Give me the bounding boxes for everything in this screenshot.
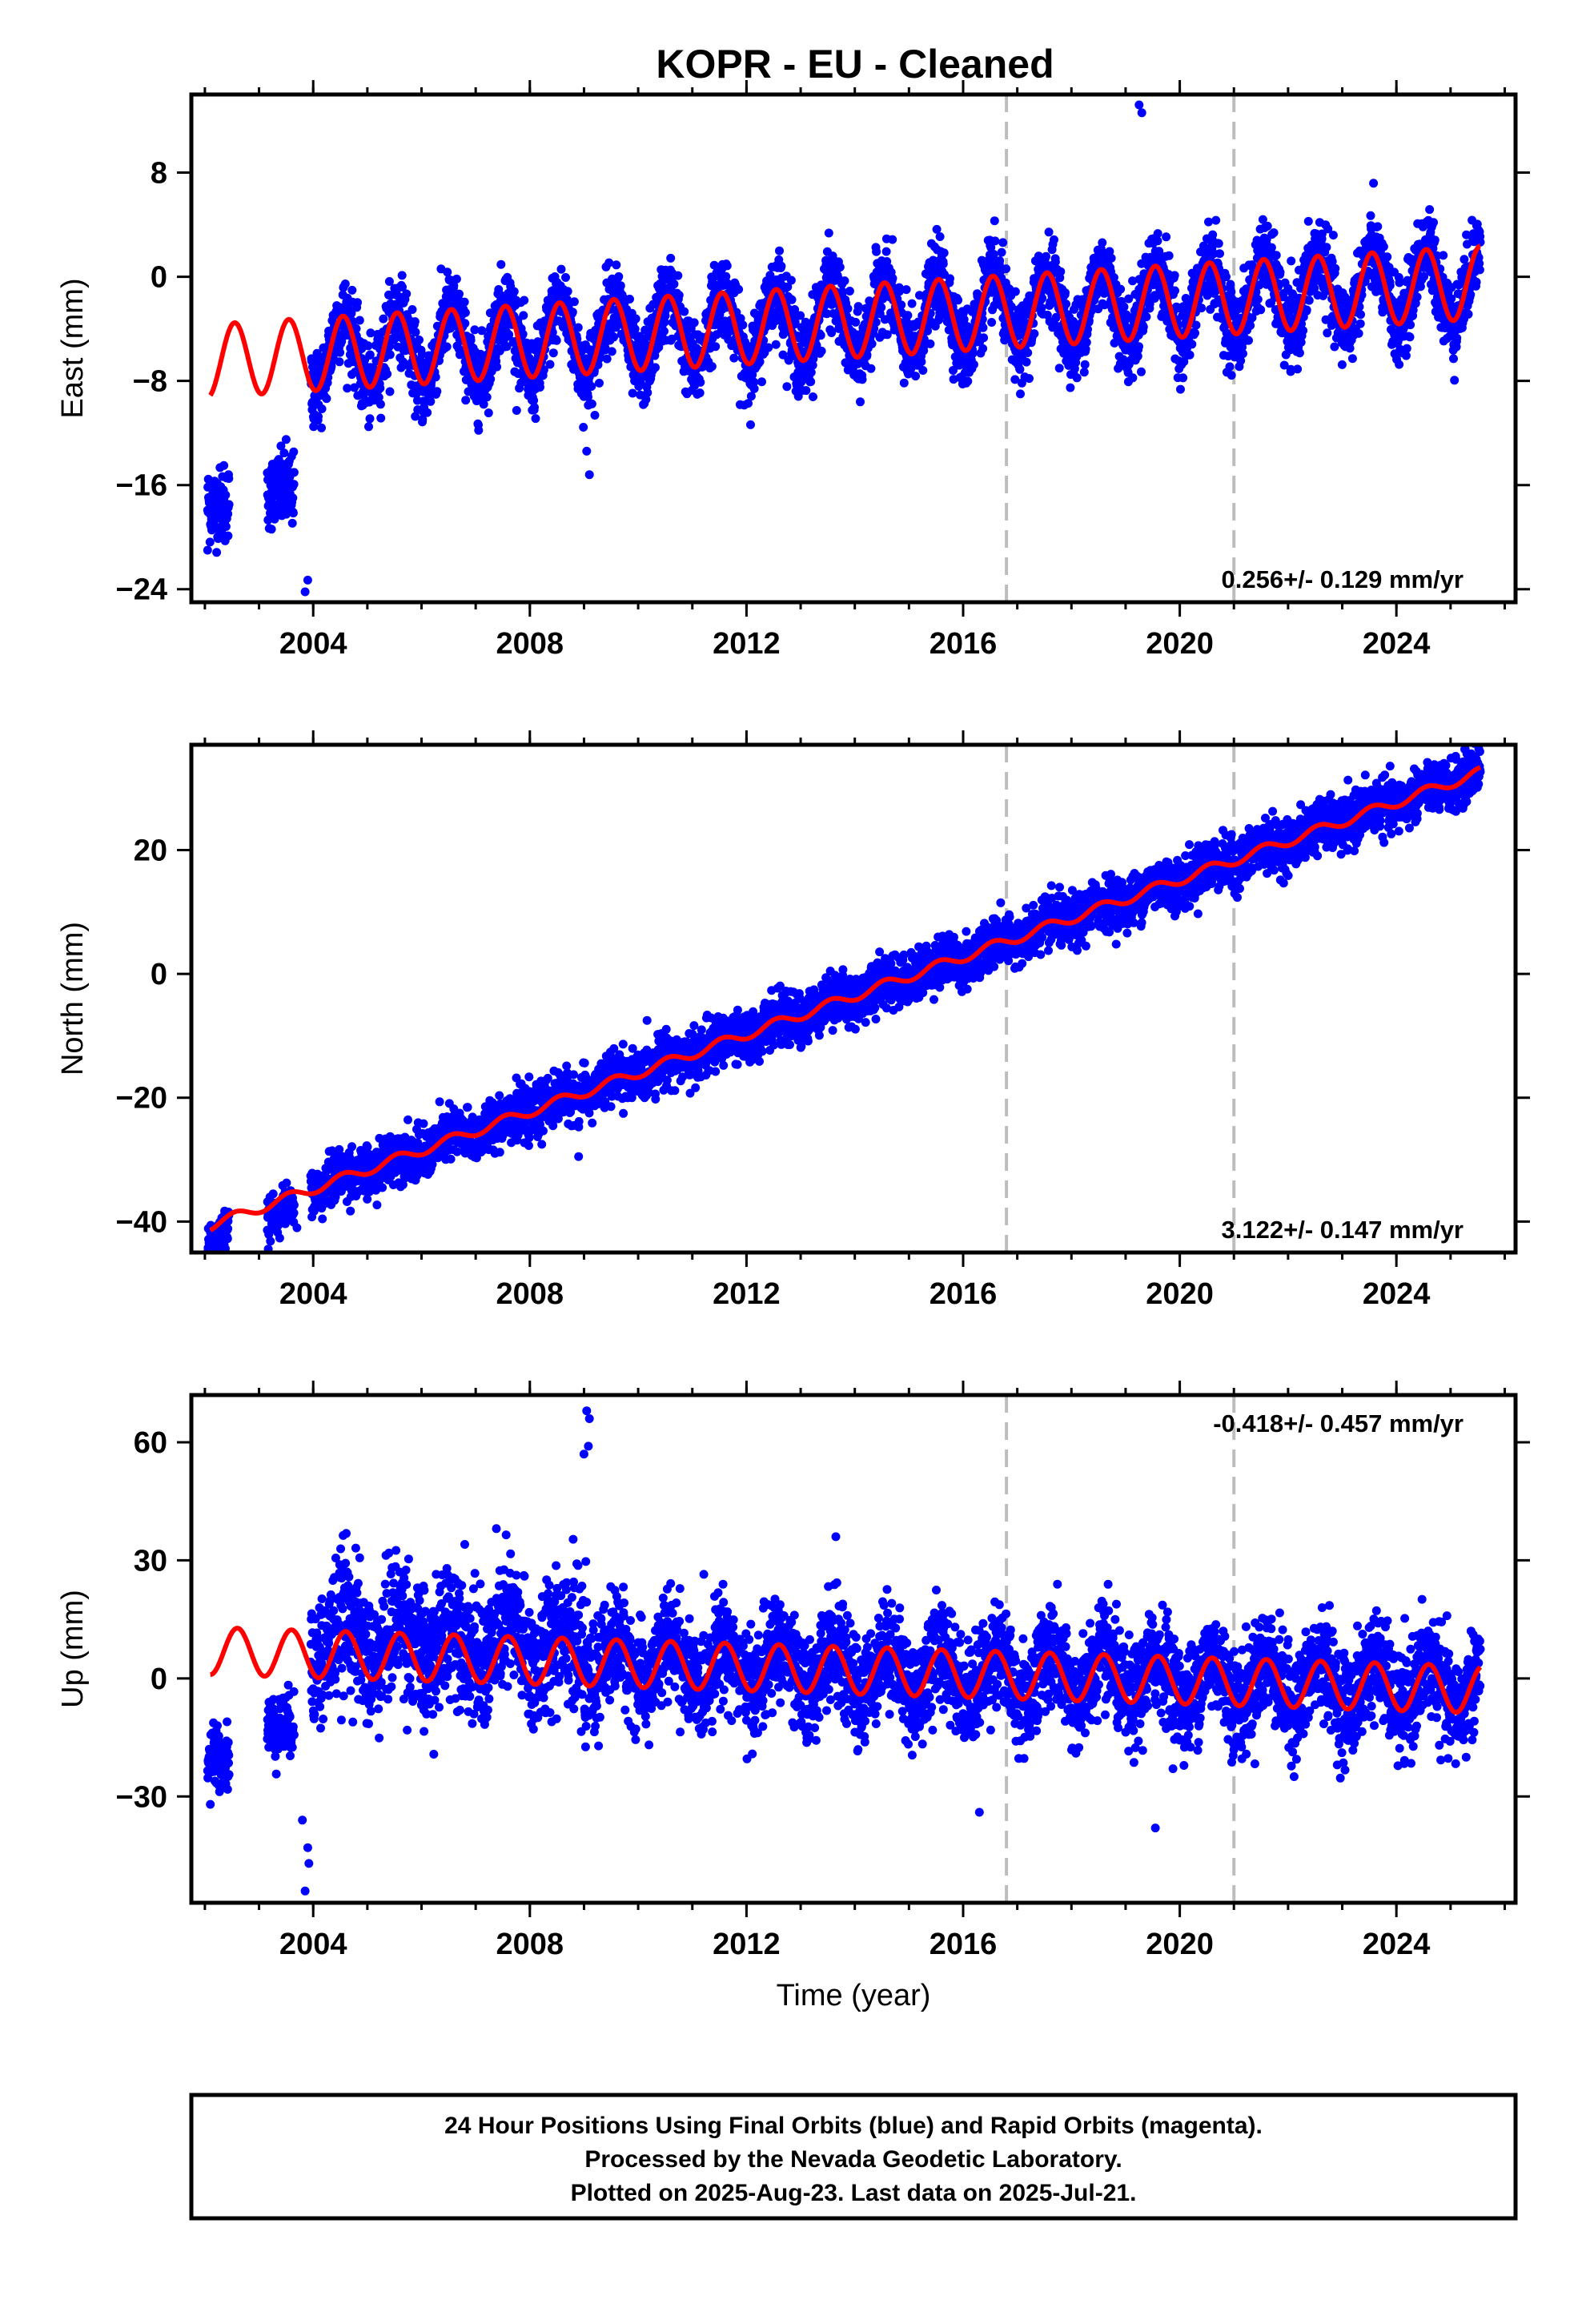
north-x-tick-label: 2020: [1146, 1277, 1214, 1311]
north-x-tick-label: 2012: [713, 1277, 781, 1311]
up-model-curve: [210, 1626, 1483, 1715]
north-y-tick-label: −20: [116, 1082, 167, 1116]
up-x-tick-label: 2016: [930, 1928, 998, 1961]
north-x-tick-label: 2016: [930, 1277, 998, 1311]
up-x-tick-label: 2020: [1146, 1928, 1214, 1961]
up-y-axis-label: Up (mm): [56, 1590, 90, 1708]
footer-box: 24 Hour Positions Using Final Orbits (bl…: [189, 2093, 1518, 2221]
east-y-axis-label: East (mm): [56, 278, 90, 418]
up-plot-frame: [189, 1393, 1518, 1905]
north-y-tick-label: −40: [116, 1205, 167, 1239]
east-x-tick-label: 2012: [713, 627, 781, 661]
up-x-tick-label: 2012: [713, 1928, 781, 1961]
north-panel: 2004 2008 2012 2016 2020 2024 −40 −20 0 20 North (…: [56, 730, 1530, 1311]
east-y-tick-label: −16: [116, 469, 167, 503]
east-model-curve: [208, 243, 1481, 397]
north-y-tick-label: 0: [151, 958, 167, 991]
north-x-tick-label: 2008: [496, 1277, 564, 1311]
east-x-tick-label: 2020: [1146, 627, 1214, 661]
up-y-tick-label: 0: [151, 1663, 167, 1696]
east-y-tick-label: 0: [151, 261, 167, 295]
up-x-tick-label: 2004: [279, 1928, 347, 1961]
up-y-tick-label: −30: [116, 1780, 167, 1814]
up-panel: 2004 2008 2012 2016 2020 2024 −30 0 30 60 Up (mm) T…: [56, 1381, 1530, 2012]
east-x-tick-label: 2024: [1363, 627, 1431, 661]
east-x-tick-label: 2016: [930, 627, 998, 661]
east-y-tick-label: 8: [151, 157, 167, 191]
footer-line-2: Processed by the Nevada Geodetic Laborat…: [584, 2146, 1122, 2173]
east-y-tick-label: −8: [133, 365, 167, 399]
up-x-axis-label: Time (year): [777, 1979, 931, 2012]
north-plot-frame: [189, 742, 1518, 1255]
footer-line-1: 24 Hour Positions Using Final Orbits (bl…: [444, 2113, 1263, 2139]
up-y-tick-label: 60: [134, 1426, 167, 1460]
east-panel: 2004 2008 2012 2016 2020 2024 −24 −16 −8 0 8 East (…: [56, 80, 1530, 661]
up-x-tick-label: 2008: [496, 1928, 564, 1961]
north-x-tick-label: 2004: [279, 1277, 347, 1311]
east-plot-frame: [189, 92, 1518, 605]
north-y-axis-label: North (mm): [56, 922, 90, 1076]
up-y-tick-label: 30: [134, 1544, 167, 1578]
east-y-tick-label: −24: [116, 573, 167, 607]
east-observation-points: [203, 100, 1485, 597]
footer-line-3: Plotted on 2025-Aug-23. Last data on 202…: [571, 2180, 1137, 2206]
up-observation-points: [203, 1406, 1485, 1896]
up-rate-label: -0.418+/- 0.457 mm/yr: [1213, 1409, 1464, 1437]
east-rate-label: 0.256+/- 0.129 mm/yr: [1222, 565, 1464, 593]
north-rate-label: 3.122+/- 0.147 mm/yr: [1222, 1216, 1464, 1244]
chart-title: KOPR - EU - Cleaned: [656, 42, 1054, 86]
east-x-tick-label: 2004: [279, 627, 347, 661]
north-x-tick-label: 2024: [1363, 1277, 1431, 1311]
east-x-tick-label: 2008: [496, 627, 564, 661]
north-y-tick-label: 20: [134, 834, 167, 867]
up-x-tick-label: 2024: [1363, 1928, 1431, 1961]
north-model-curve: [209, 765, 1481, 1232]
